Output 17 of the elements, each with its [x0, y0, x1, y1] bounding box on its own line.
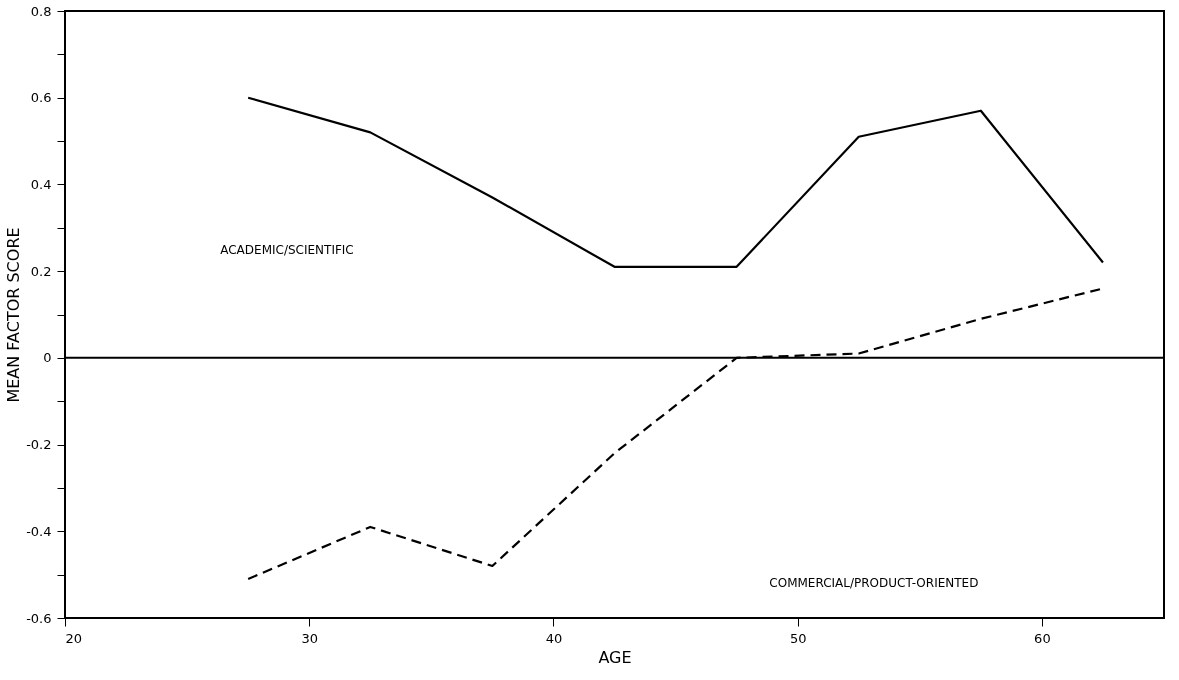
y-tick-label: -0.2 — [26, 437, 52, 453]
annotation: COMMERCIAL/PRODUCT-ORIENTED — [769, 576, 979, 591]
y-tick-label: 0.6 — [30, 90, 52, 106]
x-axis-title: AGE — [598, 647, 632, 667]
y-tick-label: -0.6 — [26, 610, 52, 626]
x-tick-label: 20 — [65, 630, 83, 646]
y-tick-label: 0.8 — [30, 3, 52, 19]
x-tick-label: 30 — [301, 630, 318, 646]
y-tick-label: 0.2 — [30, 263, 52, 279]
x-tick-label: 50 — [789, 630, 807, 646]
y-axis-title: MEAN FACTOR SCORE — [4, 227, 24, 403]
y-tick-label: 0 — [43, 350, 52, 366]
annotation: ACADEMIC/SCIENTIFIC — [220, 242, 354, 257]
y-tick-label: -0.4 — [26, 523, 52, 539]
x-tick-label: 40 — [545, 630, 563, 646]
x-tick-label: 60 — [1034, 630, 1051, 646]
y-tick-label: 0.4 — [30, 176, 52, 192]
